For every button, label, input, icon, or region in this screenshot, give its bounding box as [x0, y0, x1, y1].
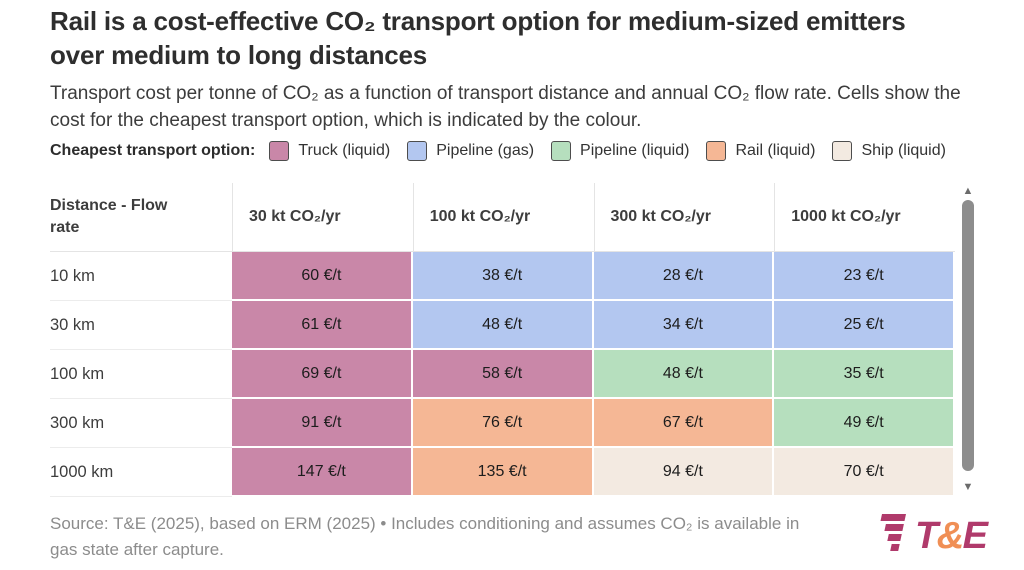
column-header-100kt: 100 kt CO₂/yr — [412, 183, 594, 252]
cost-cell: 135 €/t — [412, 448, 594, 497]
row-label: 300 km — [50, 399, 232, 448]
pipeline-liquid-swatch-icon — [551, 141, 572, 161]
row-label: 1000 km — [50, 448, 232, 497]
cost-cell: 69 €/t — [232, 350, 413, 399]
scroll-down-icon[interactable]: ▼ — [962, 481, 974, 493]
column-header-30kt: 30 kt CO₂/yr — [232, 183, 413, 252]
cost-cell: 58 €/t — [412, 350, 594, 399]
legend-item-pipeline-gas: Pipeline (gas) — [407, 141, 534, 161]
row-label: 100 km — [50, 350, 232, 399]
cost-cell: 147 €/t — [232, 448, 413, 497]
pipeline-gas-swatch-icon — [407, 141, 428, 161]
cost-cell: 76 €/t — [412, 399, 594, 448]
cost-cell: 48 €/t — [412, 301, 594, 350]
row-label: 30 km — [50, 301, 232, 350]
scroll-up-icon[interactable]: ▲ — [962, 185, 974, 197]
cost-cell: 48 €/t — [593, 350, 775, 399]
legend-item-label: Pipeline (gas) — [436, 142, 535, 159]
cost-heatmap-table: Distance - Flow rate 30 kt CO₂/yr 100 kt… — [50, 183, 955, 497]
cost-cell: 49 €/t — [774, 399, 955, 448]
ship-swatch-icon — [832, 141, 853, 161]
legend-item-truck: Truck (liquid) — [269, 141, 390, 161]
cost-cell: 60 €/t — [232, 252, 413, 301]
cost-cell: 70 €/t — [774, 448, 955, 497]
column-header-300kt: 300 kt CO₂/yr — [593, 183, 775, 252]
legend-item-pipeline-liquid: Pipeline (liquid) — [551, 141, 689, 161]
cost-cell: 35 €/t — [774, 350, 955, 399]
cost-cell: 91 €/t — [232, 399, 413, 448]
te-logo: T&E — [876, 512, 988, 559]
row-label: 10 km — [50, 252, 232, 301]
logo-ampersand: & — [936, 514, 964, 557]
cost-cell: 38 €/t — [412, 252, 594, 301]
legend-item-label: Ship (liquid) — [861, 142, 946, 159]
cost-cell: 23 €/t — [774, 252, 955, 301]
logo-letter-e: E — [962, 514, 988, 557]
page-subtitle: Transport cost per tonne of CO₂ as a fun… — [50, 83, 961, 131]
legend-item-ship: Ship (liquid) — [832, 141, 946, 161]
legend: Cheapest transport option: Truck (liquid… — [50, 141, 963, 161]
legend-title: Cheapest transport option: — [50, 142, 256, 159]
truck-swatch-icon — [269, 141, 290, 161]
scrollbar-thumb[interactable] — [962, 200, 974, 471]
logo-letter-t: T — [915, 514, 938, 557]
column-header-1000kt: 1000 kt CO₂/yr — [774, 183, 955, 252]
cost-cell: 25 €/t — [774, 301, 955, 350]
table-corner-header: Distance - Flow rate — [50, 183, 232, 252]
legend-item-label: Pipeline (liquid) — [580, 142, 690, 159]
legend-item-label: Rail (liquid) — [735, 142, 816, 159]
te-logo-text: T&E — [915, 514, 988, 557]
cost-cell: 34 €/t — [593, 301, 775, 350]
cost-cell: 61 €/t — [232, 301, 413, 350]
cost-cell: 94 €/t — [593, 448, 775, 497]
page-title: Rail is a cost-effective CO₂ transport o… — [50, 6, 906, 70]
legend-item-rail: Rail (liquid) — [706, 141, 815, 161]
source-text: Source: T&E (2025), based on ERM (2025) … — [50, 514, 800, 559]
cost-cell: 67 €/t — [593, 399, 775, 448]
te-logo-stripes-icon — [876, 512, 908, 559]
legend-item-label: Truck (liquid) — [298, 142, 391, 159]
cost-cell: 28 €/t — [593, 252, 775, 301]
table-scrollbar[interactable]: ▲ ▼ — [960, 183, 976, 498]
rail-swatch-icon — [706, 141, 727, 161]
